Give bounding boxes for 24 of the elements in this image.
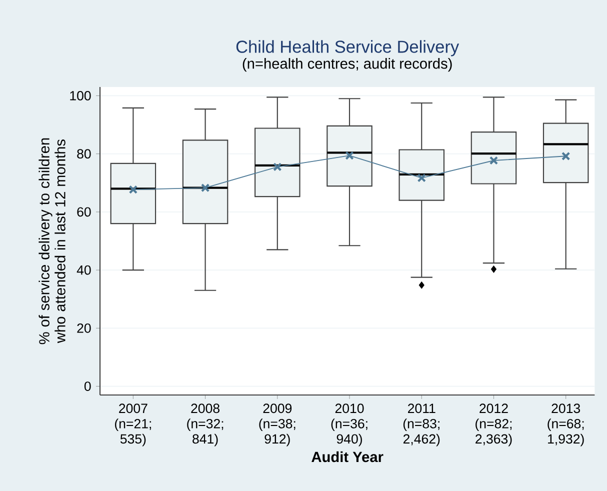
chart-subtitle: (n=health centres; audit records) [242, 58, 452, 72]
y-axis-title: % of service delivery to children who attended in last 12 months [38, 138, 66, 344]
point [128, 185, 138, 194]
y-tick-label: 0 [84, 382, 91, 391]
x-axis-title: Audit Year [312, 451, 384, 462]
x-tick-label: 2013 (n=68; 1,932) [548, 404, 584, 446]
point [345, 151, 354, 160]
y-tick-label: 40 [76, 265, 91, 275]
x-tick-label: 2012 (n=82; 2,363) [476, 404, 512, 446]
y-tick-label: 100 [70, 91, 91, 100]
x-tick-label: 2011 (n=83; 2,462) [403, 404, 440, 446]
y-tick-label: 20 [77, 323, 91, 333]
point [561, 152, 570, 160]
chart-title: Child Health Service Delivery [236, 40, 460, 56]
y-tick-label: 60 [77, 207, 91, 217]
point [417, 174, 426, 182]
x-tick-label: 2009 (n=38; 912) [259, 404, 296, 446]
point [273, 162, 282, 172]
x-tick-label: 2010 (n=36; 940) [331, 404, 368, 446]
point [200, 183, 210, 192]
x-tick-label: 2008 (n=32; 841) [187, 404, 224, 446]
point [489, 156, 498, 165]
x-tick-label: 2007 (n=21; 535) [114, 404, 151, 446]
y-tick-label: 80 [77, 149, 91, 159]
